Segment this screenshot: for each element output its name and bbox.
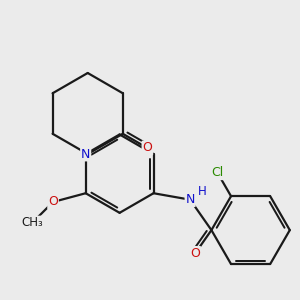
Text: N: N bbox=[81, 148, 90, 160]
Text: H: H bbox=[198, 185, 207, 198]
Text: O: O bbox=[190, 247, 200, 260]
Text: Cl: Cl bbox=[212, 166, 224, 179]
Text: O: O bbox=[48, 196, 58, 208]
Text: N: N bbox=[185, 193, 195, 206]
Text: CH₃: CH₃ bbox=[21, 217, 43, 230]
Text: O: O bbox=[142, 142, 152, 154]
